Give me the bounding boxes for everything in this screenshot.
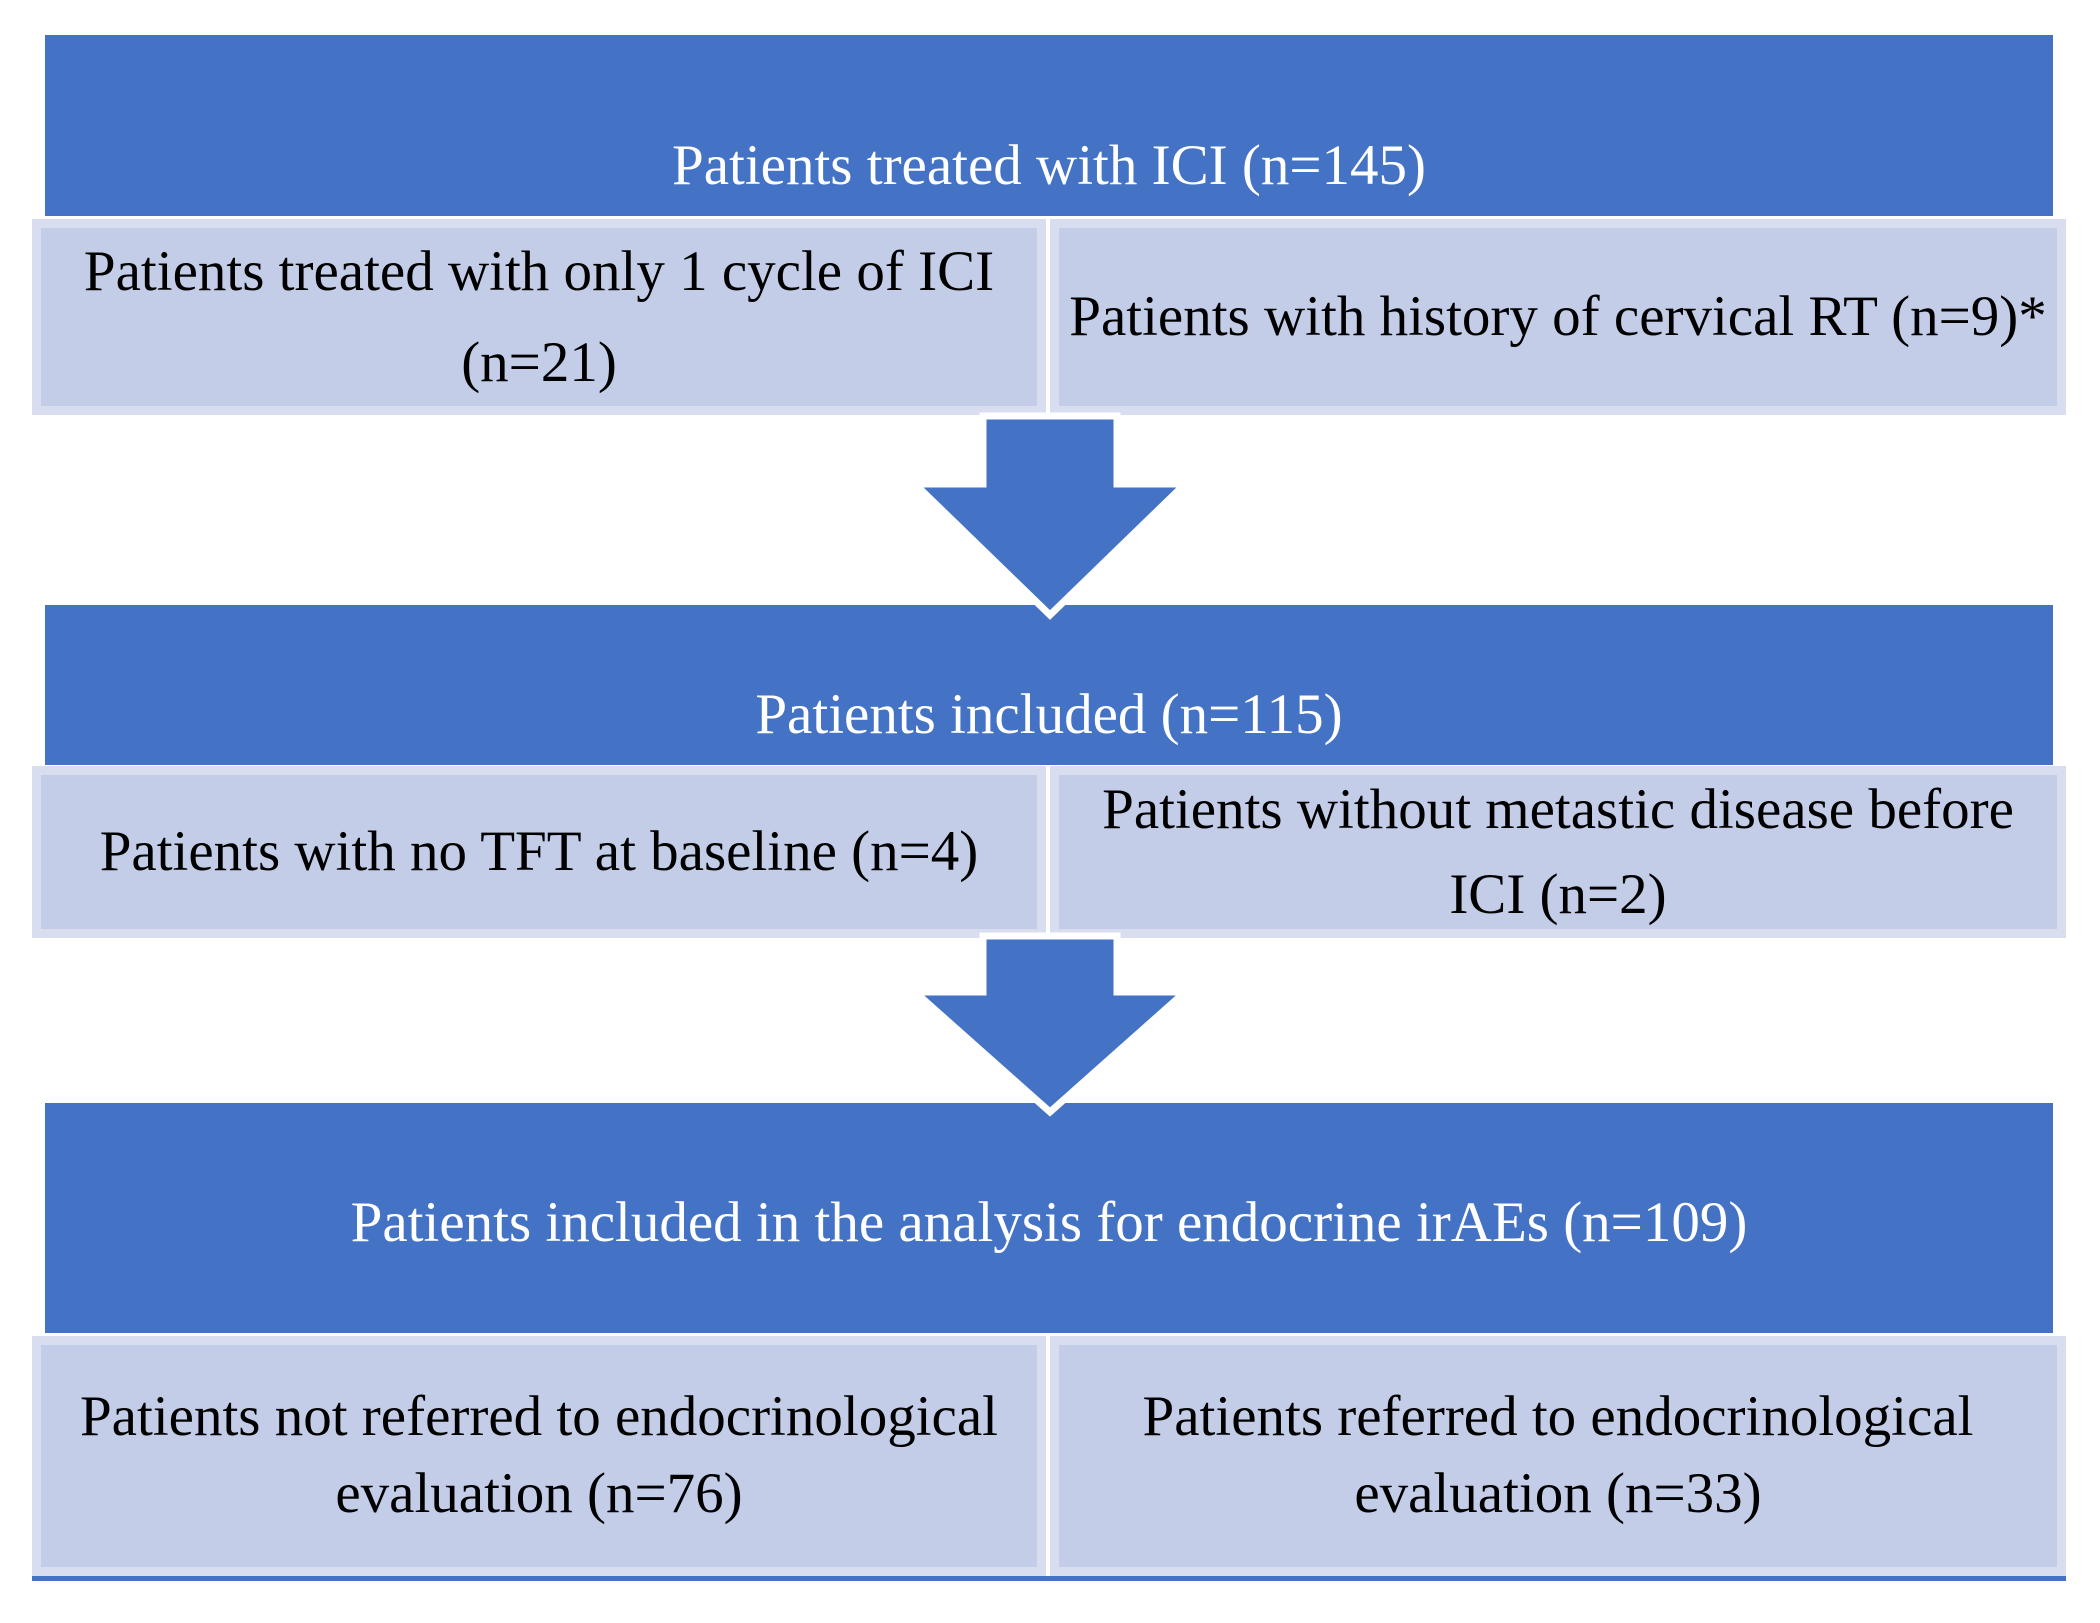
stage2-main-box: Patients included (n=115): [45, 605, 2053, 765]
stage1-exclusion-left-label: Patients treated with only 1 cycle of IC…: [83, 239, 995, 394]
stage1-exclusion-left-box: Patients treated with only 1 cycle of IC…: [32, 219, 1046, 415]
stage1-main-box: Patients treated with ICI (n=145): [45, 35, 2053, 216]
stage3-main-box: Patients included in the analysis for en…: [45, 1103, 2053, 1333]
stage2-exclusion-right-box: Patients without metastic disease before…: [1050, 766, 2066, 938]
stage3-main-label: Patients included in the analysis for en…: [350, 1190, 1748, 1254]
stage2-exclusion-left-box: Patients with no TFT at baseline (n=4): [32, 766, 1046, 938]
down-arrow-icon: [906, 412, 1194, 620]
stage3-outcome-left-box: Patients not referred to endocrinologica…: [32, 1336, 1046, 1576]
down-arrow-icon: [905, 932, 1195, 1117]
stage1-exclusion-right-label: Patients with history of cervical RT (n=…: [1069, 285, 2047, 349]
stage3-outcome-right-label: Patients referred to endocrinological ev…: [1142, 1385, 1974, 1525]
stage2-exclusion-left-label: Patients with no TFT at baseline (n=4): [99, 820, 979, 884]
stage3-outcome-right-box: Patients referred to endocrinological ev…: [1050, 1336, 2066, 1576]
bottom-border-line: [32, 1576, 2066, 1581]
stage1-main-label: Patients treated with ICI (n=145): [672, 133, 1426, 197]
stage2-exclusion-right-label: Patients without metastic disease before…: [1102, 777, 2014, 927]
stage2-main-label: Patients included (n=115): [755, 682, 1343, 746]
stage1-exclusion-right-box: Patients with history of cervical RT (n=…: [1050, 219, 2066, 415]
stage3-outcome-left-label: Patients not referred to endocrinologica…: [79, 1385, 998, 1525]
